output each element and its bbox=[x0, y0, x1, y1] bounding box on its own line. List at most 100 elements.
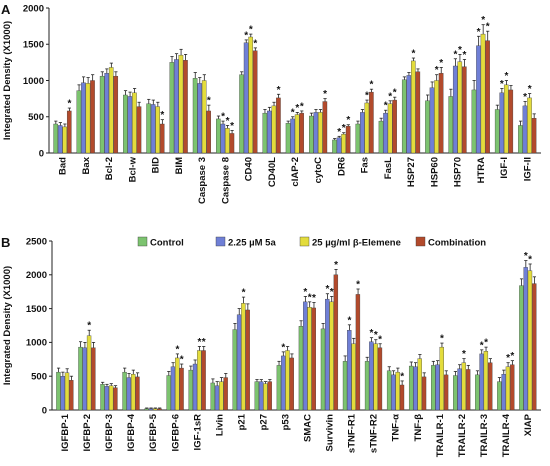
bar bbox=[508, 89, 514, 154]
bar bbox=[322, 101, 328, 154]
significance-marker: * bbox=[463, 50, 467, 61]
x-tick-label: BID bbox=[151, 157, 162, 174]
bar bbox=[522, 105, 528, 154]
bar bbox=[364, 361, 370, 411]
panel-b-ylabel-group: Integrated Density (X1000) bbox=[2, 266, 13, 385]
bar-group: * bbox=[276, 342, 294, 411]
bar bbox=[378, 120, 384, 154]
bar-group bbox=[254, 379, 272, 411]
bar-group: *** bbox=[448, 45, 467, 154]
x-tick-label: IGFBP-5 bbox=[148, 413, 159, 451]
bar bbox=[429, 87, 435, 154]
bar bbox=[276, 97, 281, 154]
significance-marker: * bbox=[486, 22, 490, 33]
bar-group: * bbox=[262, 85, 281, 154]
significance-marker: * bbox=[528, 254, 532, 265]
bar bbox=[155, 106, 160, 154]
bar-group bbox=[408, 354, 427, 411]
bar bbox=[392, 99, 397, 154]
significance-marker: * bbox=[180, 355, 184, 366]
significance-marker: * bbox=[253, 38, 257, 49]
x-tick-label: IGF-II bbox=[522, 157, 533, 181]
bar bbox=[104, 386, 109, 411]
x-tick-label: Bax bbox=[81, 156, 92, 174]
legend-swatch bbox=[299, 236, 310, 247]
bar bbox=[108, 385, 114, 411]
bar bbox=[355, 294, 361, 411]
bar bbox=[355, 123, 361, 154]
bar bbox=[248, 36, 253, 154]
bar bbox=[175, 357, 180, 411]
x-tick-label: IGFBP-1 bbox=[60, 413, 71, 451]
bar bbox=[373, 343, 378, 411]
bar bbox=[309, 115, 314, 154]
bar bbox=[197, 350, 202, 411]
bar bbox=[503, 84, 509, 154]
significance-marker: * bbox=[528, 84, 532, 95]
bar-group: ** bbox=[497, 351, 514, 411]
bar bbox=[475, 374, 480, 411]
bar bbox=[298, 326, 304, 411]
bar bbox=[223, 377, 228, 411]
bar bbox=[501, 373, 506, 411]
bar bbox=[220, 123, 226, 154]
bar bbox=[431, 365, 436, 411]
bar bbox=[239, 74, 244, 154]
bar bbox=[146, 103, 151, 154]
bar bbox=[148, 408, 154, 411]
bar bbox=[66, 110, 72, 154]
bar bbox=[369, 91, 374, 154]
bar bbox=[197, 83, 202, 154]
x-tick-label: IGFBP-4 bbox=[126, 413, 137, 451]
x-tick-label: SMAC bbox=[303, 414, 314, 442]
bar bbox=[290, 118, 295, 154]
bar bbox=[153, 408, 158, 411]
bar bbox=[216, 118, 221, 154]
bar-group bbox=[56, 367, 74, 411]
y-tick-label: 1000 bbox=[23, 76, 44, 87]
legend-label: 25 µg/ml β-Elemene bbox=[312, 238, 401, 249]
significance-marker: * bbox=[458, 45, 462, 56]
x-tick-label: p21 bbox=[236, 413, 247, 430]
significance-marker: * bbox=[484, 338, 488, 349]
significance-marker: * bbox=[480, 340, 484, 351]
bar bbox=[90, 80, 95, 154]
bar bbox=[415, 71, 421, 154]
bar bbox=[82, 347, 87, 411]
bar bbox=[76, 90, 82, 154]
bar bbox=[192, 78, 198, 154]
bar bbox=[527, 97, 532, 154]
bar bbox=[166, 375, 171, 411]
bar bbox=[267, 381, 272, 411]
bar bbox=[320, 328, 326, 411]
y-axis-title: Integrated Density (X1000) bbox=[2, 21, 13, 140]
significance-marker: * bbox=[277, 85, 281, 96]
x-tick-label: HTRA bbox=[476, 157, 487, 184]
bar bbox=[519, 285, 524, 411]
bar bbox=[60, 376, 65, 411]
bar-group: *** bbox=[471, 15, 490, 154]
bar bbox=[377, 347, 383, 411]
bar bbox=[86, 335, 92, 411]
bar bbox=[78, 346, 83, 411]
significance-marker: * bbox=[312, 293, 316, 304]
bar-group: ** bbox=[425, 58, 444, 154]
x-tick-label: HSP27 bbox=[406, 157, 417, 187]
y-tick-label: 500 bbox=[31, 372, 47, 383]
bar bbox=[383, 112, 388, 154]
bar bbox=[113, 75, 119, 154]
bar bbox=[318, 112, 323, 154]
bar bbox=[113, 387, 118, 411]
panel-b: B Integrated Density (X1000) 0 500 1000 150… bbox=[1, 235, 541, 457]
significance-marker: * bbox=[202, 337, 206, 348]
significance-marker: * bbox=[400, 371, 404, 382]
bar bbox=[170, 366, 176, 411]
bar-group: *** bbox=[285, 101, 304, 154]
legend-label: Control bbox=[150, 238, 184, 249]
bar bbox=[53, 123, 58, 154]
bar bbox=[81, 82, 86, 154]
bar-group: *** bbox=[364, 328, 383, 411]
panel-b-letter: B bbox=[1, 235, 10, 250]
bar bbox=[494, 109, 500, 154]
bar bbox=[192, 363, 198, 411]
